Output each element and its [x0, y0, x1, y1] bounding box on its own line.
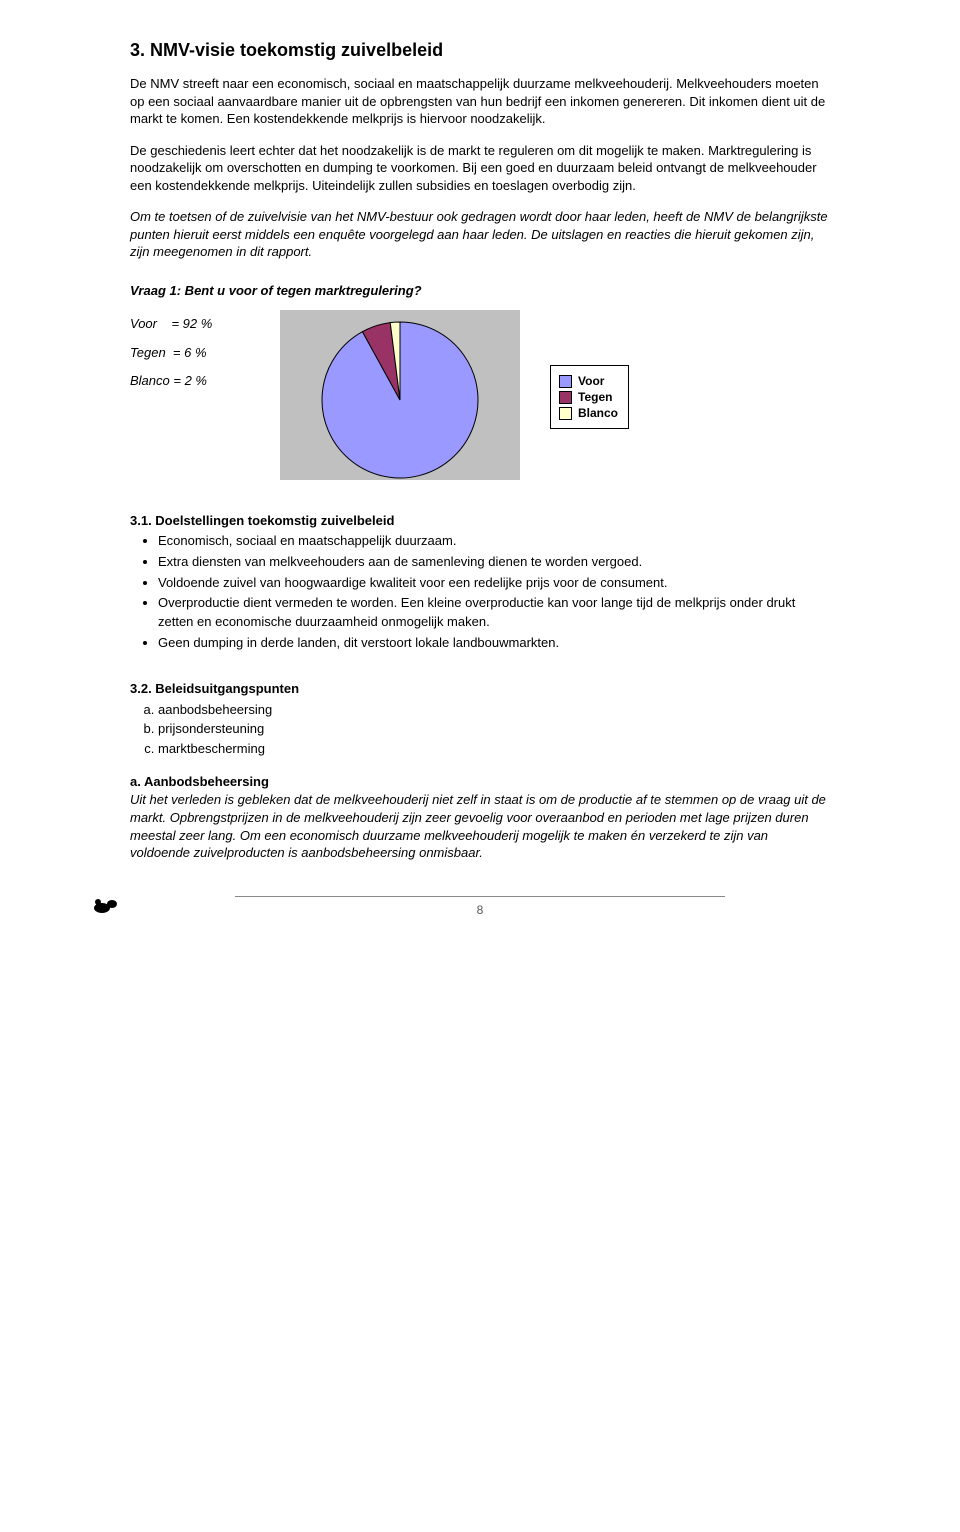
legend-swatch: [559, 375, 572, 388]
survey-results-row: Voor = 92 % Tegen = 6 % Blanco = 2 % Voo…: [130, 310, 830, 485]
pie-chart: [280, 310, 520, 485]
list-item: prijsondersteuning: [158, 719, 830, 739]
result-tegen-pct: = 6 %: [173, 345, 207, 360]
list-item: Extra diensten van melkveehouders aan de…: [158, 553, 830, 572]
legend-swatch: [559, 391, 572, 404]
paragraph-2: De geschiedenis leert echter dat het noo…: [130, 142, 830, 195]
legend-label: Blanco: [578, 406, 618, 420]
subheading-a: a. Aanbodsbeheersing: [130, 774, 830, 789]
subheading-3-2: 3.2. Beleidsuitgangspunten: [130, 681, 830, 696]
result-tegen-label: Tegen: [130, 345, 166, 360]
pie-chart-svg: [280, 310, 520, 480]
legend-item: Tegen: [559, 390, 618, 404]
paragraph-a-body: Uit het verleden is gebleken dat de melk…: [130, 791, 830, 861]
paragraph-1: De NMV streeft naar een economisch, soci…: [130, 75, 830, 128]
list-3-1: Economisch, sociaal en maatschappelijk d…: [130, 532, 830, 653]
paragraph-3-italic: Om te toetsen of de zuivelvisie van het …: [130, 208, 830, 261]
list-item: marktbescherming: [158, 739, 830, 759]
legend-item: Voor: [559, 374, 618, 388]
result-voor-pct: = 92 %: [171, 316, 212, 331]
pie-legend: Voor Tegen Blanco: [550, 365, 629, 429]
legend-item: Blanco: [559, 406, 618, 420]
legend-swatch: [559, 407, 572, 420]
footer-divider: [235, 896, 725, 897]
result-voor-label: Voor: [130, 316, 157, 331]
page-footer: 8: [130, 896, 830, 917]
survey-question-1: Vraag 1: Bent u voor of tegen marktregul…: [130, 283, 830, 298]
legend-label: Tegen: [578, 390, 612, 404]
subheading-3-1: 3.1. Doelstellingen toekomstig zuivelbel…: [130, 513, 830, 528]
footer-cow-icon: [90, 894, 124, 919]
list-3-2: aanbodsbeheersingprijsondersteuningmarkt…: [130, 700, 830, 759]
result-blanco-pct: = 2 %: [173, 373, 207, 388]
list-item: Economisch, sociaal en maatschappelijk d…: [158, 532, 830, 551]
list-item: aanbodsbeheersing: [158, 700, 830, 720]
result-blanco-label: Blanco: [130, 373, 170, 388]
result-voor: Voor = 92 %: [130, 310, 250, 339]
list-item: Overproductie dient vermeden te worden. …: [158, 594, 830, 632]
section-heading: 3. NMV-visie toekomstig zuivelbeleid: [130, 40, 830, 61]
result-tegen: Tegen = 6 %: [130, 339, 250, 368]
result-blanco: Blanco = 2 %: [130, 367, 250, 396]
list-item: Geen dumping in derde landen, dit versto…: [158, 634, 830, 653]
page-number: 8: [477, 903, 484, 917]
list-item: Voldoende zuivel van hoogwaardige kwalit…: [158, 574, 830, 593]
survey-results-text: Voor = 92 % Tegen = 6 % Blanco = 2 %: [130, 310, 250, 396]
page: 3. NMV-visie toekomstig zuivelbeleid De …: [70, 0, 890, 957]
legend-label: Voor: [578, 374, 604, 388]
